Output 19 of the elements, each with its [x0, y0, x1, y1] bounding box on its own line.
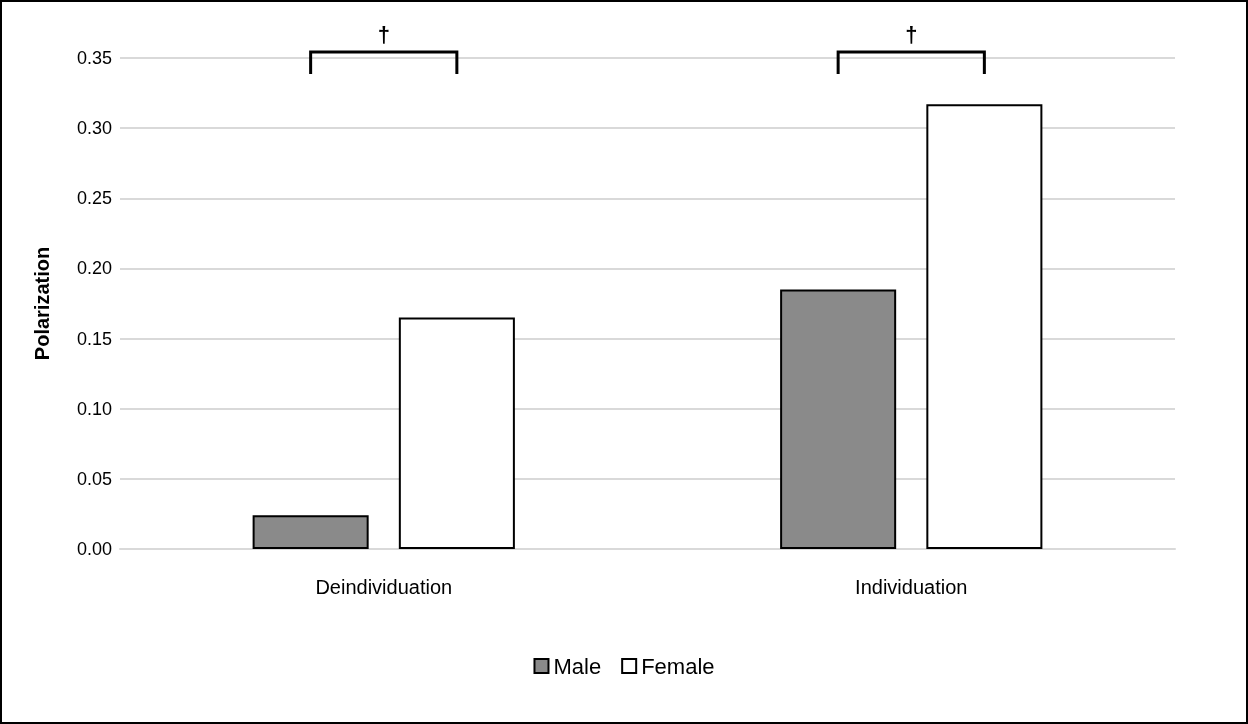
y-tick-label: 0.10	[76, 398, 112, 419]
y-tick-label: 0.25	[76, 188, 112, 209]
bar	[926, 104, 1043, 549]
y-tick-label: 0.30	[76, 118, 112, 139]
text: †	[905, 22, 918, 47]
y-tick-label: 0.15	[76, 328, 112, 349]
y-tick-label: 0.05	[76, 468, 112, 489]
y-tick-label: 0.00	[76, 539, 112, 559]
bar	[780, 289, 897, 549]
legend-label: Male	[553, 653, 602, 679]
legend-label: Female	[641, 653, 715, 679]
bar	[252, 515, 369, 549]
x-tick-label: Individuation	[855, 576, 968, 598]
y-tick-label: 0.20	[76, 258, 112, 279]
text: †	[377, 22, 390, 47]
y-axis-title: Polarization	[31, 246, 53, 361]
bar	[398, 317, 515, 549]
x-tick-label: Deindividuation	[315, 576, 453, 598]
y-tick-label: 0.35	[76, 48, 112, 68]
